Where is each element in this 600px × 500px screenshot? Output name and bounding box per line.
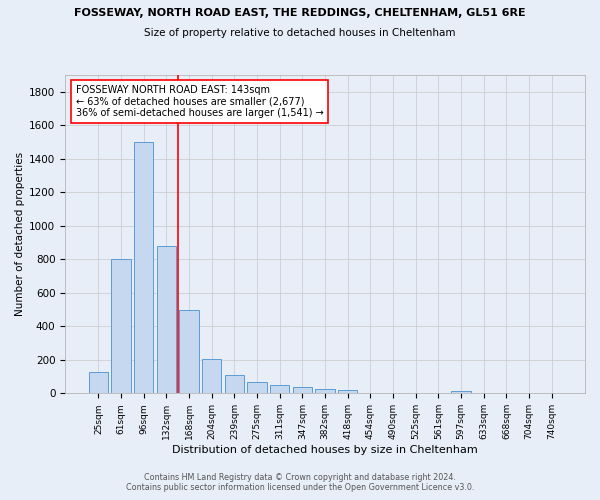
Y-axis label: Number of detached properties: Number of detached properties [15,152,25,316]
Bar [270,386,289,394]
Bar [134,142,154,394]
X-axis label: Distribution of detached houses by size in Cheltenham: Distribution of detached houses by size … [172,445,478,455]
Bar [202,359,221,394]
Text: FOSSEWAY, NORTH ROAD EAST, THE REDDINGS, CHELTENHAM, GL51 6RE: FOSSEWAY, NORTH ROAD EAST, THE REDDINGS,… [74,8,526,18]
Bar [157,246,176,394]
Text: FOSSEWAY NORTH ROAD EAST: 143sqm
← 63% of detached houses are smaller (2,677)
36: FOSSEWAY NORTH ROAD EAST: 143sqm ← 63% o… [76,84,323,118]
Bar [179,310,199,394]
Text: Contains HM Land Registry data © Crown copyright and database right 2024.
Contai: Contains HM Land Registry data © Crown c… [126,473,474,492]
Bar [338,390,358,394]
Bar [247,382,267,394]
Text: Size of property relative to detached houses in Cheltenham: Size of property relative to detached ho… [144,28,456,38]
Bar [293,388,312,394]
Bar [225,376,244,394]
Bar [451,392,471,394]
Bar [89,372,108,394]
Bar [316,388,335,394]
Bar [112,260,131,394]
